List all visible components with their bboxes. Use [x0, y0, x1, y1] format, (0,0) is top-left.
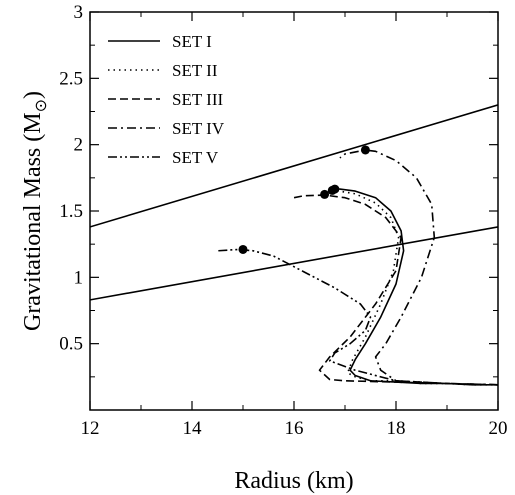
series-line-5 — [217, 248, 498, 386]
x-axis-title: Radius (km) — [234, 468, 353, 494]
x-tick-label: 14 — [183, 418, 203, 439]
series-max-point-2 — [327, 185, 337, 195]
legend-label-3: SET III — [172, 90, 223, 109]
y-tick-label: 0.5 — [59, 334, 83, 355]
series-max-point-4 — [360, 145, 370, 155]
legend-label-5: SET V — [172, 148, 219, 167]
legend: SET I SET II SET III SET IV SET V — [108, 32, 225, 167]
y-tick-label: 2 — [74, 135, 84, 156]
x-tick-label: 16 — [285, 418, 304, 439]
series-max-point-5 — [238, 244, 248, 254]
y-axis-title-main: Gravitational Mass (M — [20, 112, 46, 331]
y-tick-label: 1 — [74, 267, 84, 288]
x-tick-label: 18 — [387, 418, 406, 439]
legend-label-1: SET I — [172, 32, 212, 51]
series-max-point-3 — [320, 189, 330, 199]
y-tick-label: 3 — [74, 2, 84, 23]
y-axis-title-close: ) — [20, 91, 46, 99]
y-tick-label: 2.5 — [59, 68, 83, 89]
x-tick-label: 20 — [489, 418, 508, 439]
x-tick-label: 12 — [81, 418, 100, 439]
reference-line-1 — [90, 104, 498, 228]
series-line-4 — [339, 149, 498, 386]
y-axis-title: Gravitational Mass (M⊙) — [20, 91, 50, 331]
plot-frame — [89, 11, 499, 411]
series-line-3 — [293, 194, 498, 386]
y-axis-title-sun-symbol: ⊙ — [33, 99, 50, 112]
legend-label-4: SET IV — [172, 119, 225, 138]
y-tick-label: 1.5 — [59, 201, 83, 222]
legend-label-2: SET II — [172, 61, 218, 80]
reference-line-2 — [90, 226, 498, 301]
